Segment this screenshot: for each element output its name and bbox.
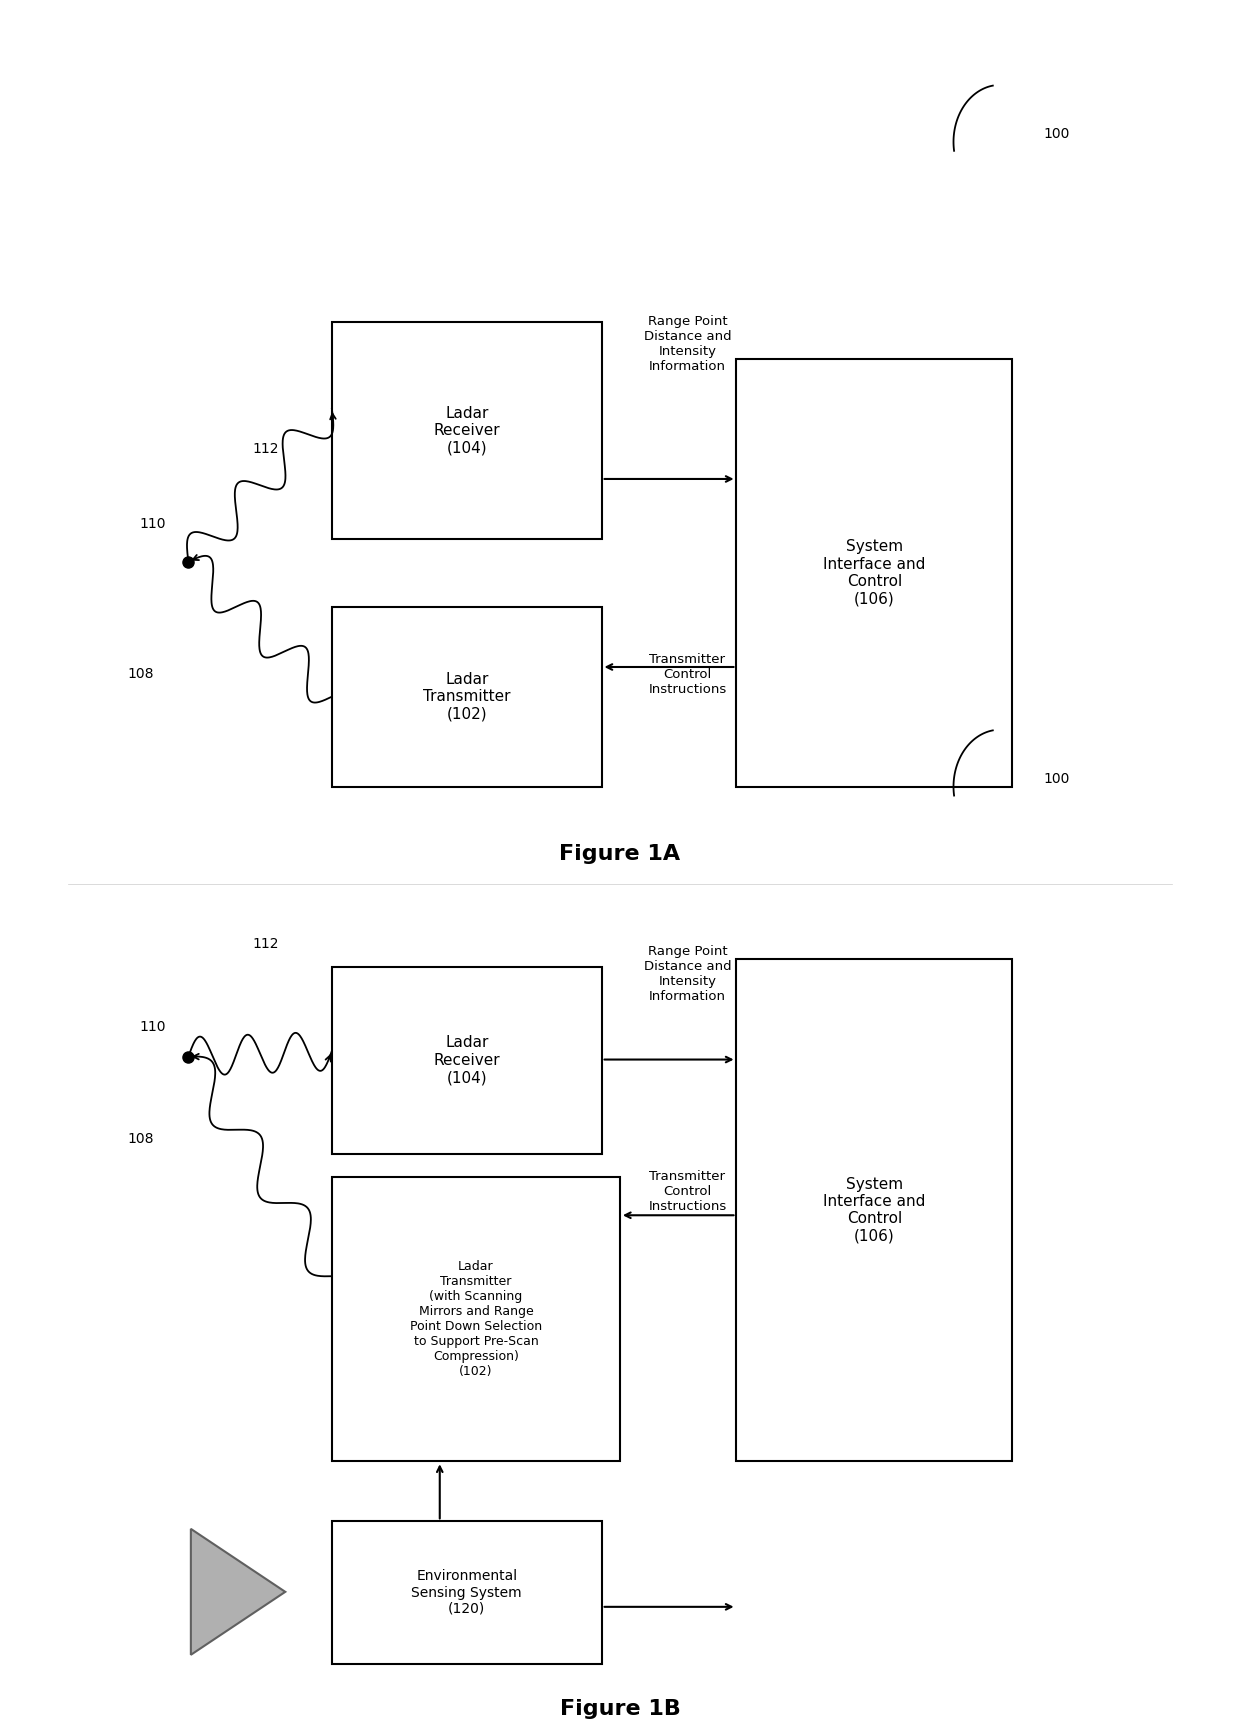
Text: 112: 112 <box>252 938 279 952</box>
FancyBboxPatch shape <box>332 608 601 786</box>
Text: Transmitter
Control
Instructions: Transmitter Control Instructions <box>649 1170 727 1213</box>
Text: 112: 112 <box>252 442 279 456</box>
Text: 110: 110 <box>140 1019 166 1034</box>
Text: Range Point
Distance and
Intensity
Information: Range Point Distance and Intensity Infor… <box>644 945 732 1003</box>
Text: Environmental
Sensing System
(120): Environmental Sensing System (120) <box>412 1570 522 1616</box>
FancyBboxPatch shape <box>332 322 601 539</box>
Text: System
Interface and
Control
(106): System Interface and Control (106) <box>823 539 925 606</box>
FancyBboxPatch shape <box>332 967 601 1155</box>
Text: System
Interface and
Control
(106): System Interface and Control (106) <box>823 1177 925 1244</box>
Polygon shape <box>191 1528 285 1656</box>
Text: Transmitter
Control
Instructions: Transmitter Control Instructions <box>649 652 727 695</box>
Text: Figure 1B: Figure 1B <box>559 1699 681 1719</box>
FancyBboxPatch shape <box>332 1521 601 1664</box>
Text: 108: 108 <box>128 1132 154 1146</box>
Text: 100: 100 <box>1043 773 1069 786</box>
FancyBboxPatch shape <box>737 360 1012 786</box>
Text: Figure 1A: Figure 1A <box>559 843 681 864</box>
Text: 108: 108 <box>128 668 154 682</box>
FancyBboxPatch shape <box>332 1177 620 1461</box>
Text: Range Point
Distance and
Intensity
Information: Range Point Distance and Intensity Infor… <box>644 315 732 373</box>
FancyBboxPatch shape <box>737 959 1012 1461</box>
Text: Ladar
Transmitter
(with Scanning
Mirrors and Range
Point Down Selection
to Suppo: Ladar Transmitter (with Scanning Mirrors… <box>410 1260 542 1379</box>
Text: 110: 110 <box>140 518 166 532</box>
Text: Ladar
Receiver
(104): Ladar Receiver (104) <box>434 406 500 456</box>
Text: Ladar
Transmitter
(102): Ladar Transmitter (102) <box>423 671 511 721</box>
Text: 100: 100 <box>1043 127 1069 141</box>
Text: Ladar
Receiver
(104): Ladar Receiver (104) <box>434 1036 500 1086</box>
